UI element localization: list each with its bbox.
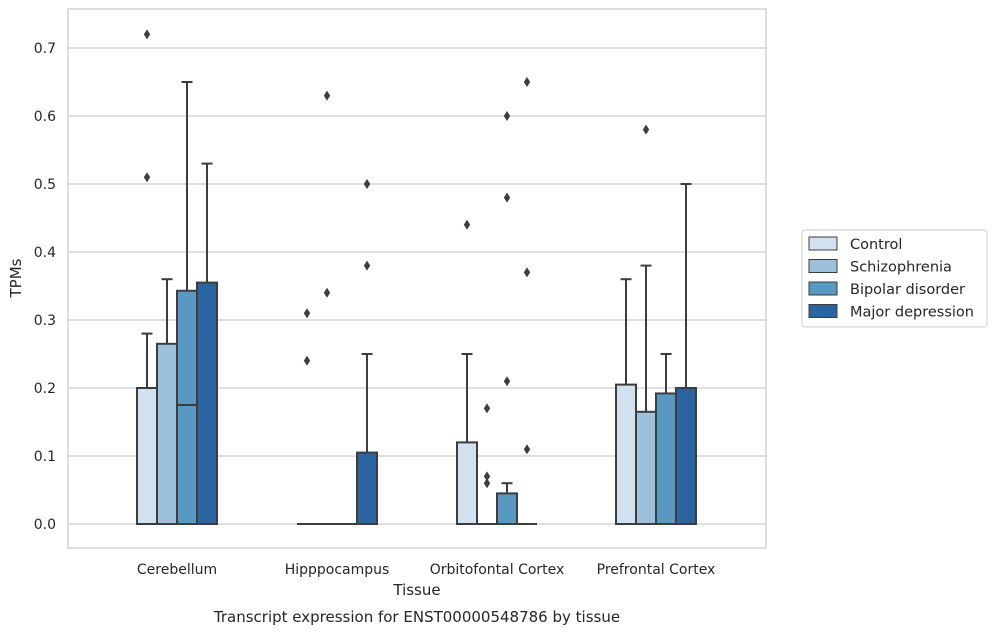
chart-caption: Transcript expression for ENST0000054878… (213, 608, 620, 626)
x-tick-labels: Cerebellum Hipppocampus Orbitofontal Corte… (137, 562, 715, 578)
outlier-point (303, 308, 311, 319)
x-tick-label: Cerebellum (137, 562, 217, 578)
x-tick-label: Hipppocampus (285, 562, 390, 578)
legend-label: Bipolar disorder (850, 282, 965, 298)
legend-swatch (808, 304, 838, 318)
legend-swatch (808, 236, 838, 251)
outlier-point (303, 355, 311, 366)
box (456, 441, 478, 525)
legend-label: Schizophrenia (850, 260, 952, 276)
x-tick-label: Prefrontal Cortex (597, 562, 716, 578)
y-tick-label: 0.0 (34, 517, 56, 533)
outlier-point (523, 267, 531, 278)
outlier-point (483, 471, 491, 482)
box-plot-series (136, 29, 697, 526)
legend-swatch (808, 259, 838, 273)
box (356, 451, 378, 526)
outlier-point (143, 29, 151, 40)
legend-label: Major depression (850, 305, 974, 321)
box (615, 383, 637, 525)
outlier-point (503, 376, 511, 387)
outlier-point (642, 124, 650, 135)
y-tick-label: 0.4 (34, 245, 56, 261)
series-major-depression (196, 77, 697, 526)
x-tick-label: Orbitofontal Cortex (430, 562, 565, 578)
box (196, 281, 218, 525)
plot-frame (67, 8, 767, 549)
outlier-point (323, 90, 331, 101)
y-tick-label: 0.2 (34, 381, 56, 397)
series-schizophrenia (156, 90, 657, 525)
x-axis-title: Tissue (392, 581, 440, 599)
outlier-point (323, 287, 331, 298)
y-tick-labels: 0.0 0.1 0.2 0.3 0.4 0.5 0.6 0.7 (34, 41, 56, 533)
outlier-point (503, 192, 511, 203)
outlier-point (503, 111, 511, 121)
box (635, 410, 657, 525)
y-tick-label: 0.5 (34, 177, 56, 193)
series-bipolar-disorder (176, 81, 677, 526)
y-axis-title: TPMs (7, 258, 25, 298)
outlier-point (483, 478, 491, 489)
legend-frame (801, 229, 988, 328)
outlier-point (363, 179, 371, 189)
outlier-point (143, 172, 151, 183)
outlier-point (483, 403, 491, 414)
box (496, 492, 518, 525)
y-tick-label: 0.1 (34, 449, 56, 465)
box (675, 387, 697, 525)
legend-label: Control (850, 237, 902, 253)
box (176, 289, 198, 526)
box (156, 342, 178, 525)
outlier-point (463, 219, 471, 230)
y-tick-label: 0.3 (34, 313, 56, 329)
outlier-point (363, 260, 371, 271)
box (136, 387, 158, 525)
legend: Control Schizophrenia Bipolar disorder Majo… (801, 229, 988, 328)
legend-swatch (808, 281, 838, 296)
outlier-point (523, 77, 531, 87)
y-tick-label: 0.6 (34, 109, 56, 125)
outlier-point (523, 444, 531, 455)
box (655, 392, 677, 525)
y-tick-label: 0.7 (34, 41, 56, 57)
